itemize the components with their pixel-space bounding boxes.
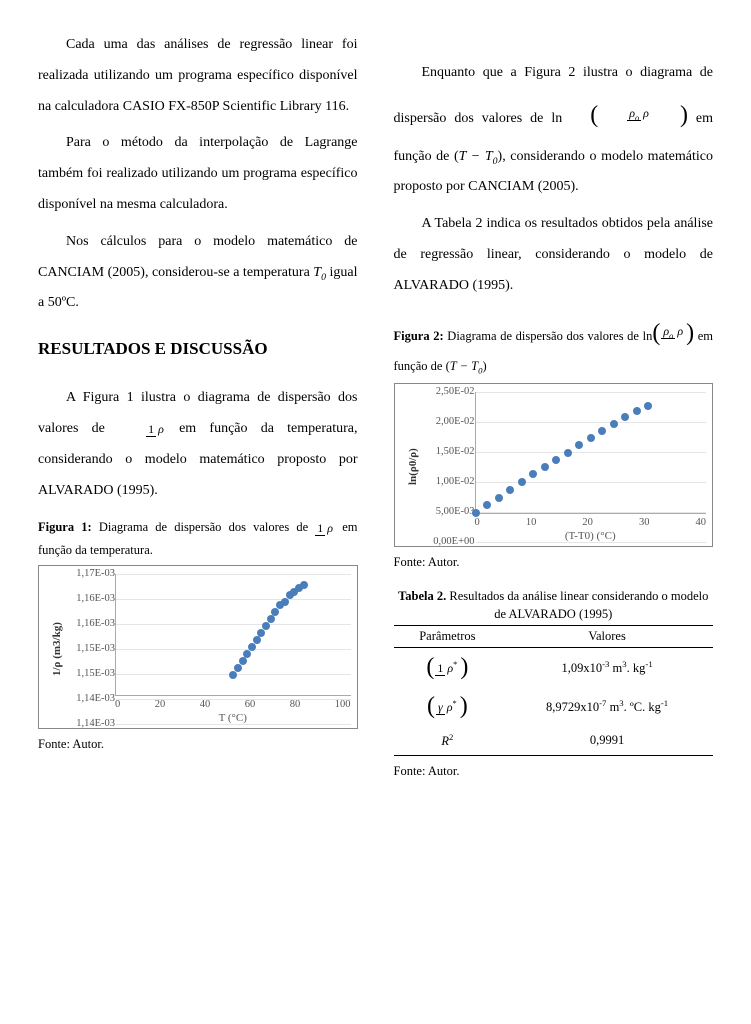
chart1-plot-area xyxy=(115,574,351,696)
chart1-source: Fonte: Autor. xyxy=(38,737,358,752)
chart1: 1/ρ (m3/kg) 1,17E-031,16E-031,16E-031,15… xyxy=(49,574,351,724)
math-1-over-rho: 1ρ xyxy=(315,522,335,534)
math-1-over-rho: 1ρ xyxy=(118,423,166,435)
para-lagrange: Para o método da interpolação de Lagrang… xyxy=(38,128,358,220)
table2-text: Resultados da análise linear considerand… xyxy=(446,589,708,621)
left-column: Cada uma das análises de regressão linea… xyxy=(38,30,358,779)
fig1-label: Figura 1: xyxy=(38,520,92,534)
table-row: R2 0,9991 xyxy=(394,726,714,756)
math-t-t0: T − T0 xyxy=(459,149,498,164)
fig2-label: Figura 2: xyxy=(394,329,444,343)
right-column: Enquanto que a Figura 2 ilustra o diagra… xyxy=(394,30,714,779)
math-ln-rho0-rho: ρoρ xyxy=(562,89,688,142)
chart2-box: ln(ρ0/ρ) 2,50E-022,00E-021,50E-021,00E-0… xyxy=(394,383,714,547)
table2-label: Tabela 2. xyxy=(398,589,446,603)
figure2-caption: Figura 2: Diagrama de dispersão dos valo… xyxy=(394,312,714,379)
para-regression: Cada uma das análises de regressão linea… xyxy=(38,30,358,122)
cell-param-1-rho: 1ρ* xyxy=(394,648,502,688)
para-canciam-temp: Nos cálculos para o modelo matemático de… xyxy=(38,227,358,319)
chart2-ylabel: ln(ρ0/ρ) xyxy=(405,392,419,542)
cell-val-2: 8,9729x10-7 m3. ºC. kg-1 xyxy=(501,687,713,726)
table2-caption: Tabela 2. Resultados da análise linear c… xyxy=(394,588,714,623)
table-row: γρ* 8,9729x10-7 m3. ºC. kg-1 xyxy=(394,687,714,726)
chart2-xticks: 010203040 xyxy=(475,517,707,528)
section-title-resultados: RESULTADOS E DISCUSSÃO xyxy=(38,339,358,359)
chart2-source: Fonte: Autor. xyxy=(394,555,714,570)
chart2-xlabel: (T-T0) (°C) xyxy=(475,530,707,542)
math-t-t0: T − T0 xyxy=(450,359,483,373)
th-valores: Valores xyxy=(501,626,713,648)
cell-param-r2: R2 xyxy=(394,726,502,756)
para-figura1-intro: A Figura 1 ilustra o diagrama de dispers… xyxy=(38,383,358,506)
cell-val-1: 1,09x10-3 m3. kg-1 xyxy=(501,648,713,688)
table-row: 1ρ* 1,09x10-3 m3. kg-1 xyxy=(394,648,714,688)
chart1-yticks: 1,17E-031,16E-031,16E-031,15E-031,15E-03… xyxy=(63,574,115,724)
figure1-caption: Figura 1: Diagrama de dispersão dos valo… xyxy=(38,516,358,561)
two-column-layout: Cada uma das análises de regressão linea… xyxy=(38,30,713,779)
para-tabela2-intro: A Tabela 2 indica os resultados obtidos … xyxy=(394,209,714,301)
table-header-row: Parâmetros Valores xyxy=(394,626,714,648)
cell-param-gamma-rho: γρ* xyxy=(394,687,502,726)
chart2-yticks: 2,50E-022,00E-021,50E-021,00E-025,00E-03… xyxy=(419,392,475,542)
table2-source: Fonte: Autor. xyxy=(394,764,714,779)
chart1-box: 1/ρ (m3/kg) 1,17E-031,16E-031,16E-031,15… xyxy=(38,565,358,729)
para-figura2-intro: Enquanto que a Figura 2 ilustra o diagra… xyxy=(394,58,714,203)
fig2-text-a: Diagrama de dispersão dos valores de xyxy=(444,329,643,343)
chart1-xticks: 020406080100 xyxy=(115,699,351,710)
math-ln-rho0-rho: ρoρ xyxy=(652,312,694,355)
chart2: ln(ρ0/ρ) 2,50E-022,00E-021,50E-021,00E-0… xyxy=(405,392,707,542)
cell-val-3: 0,9991 xyxy=(501,726,713,756)
math-t0: T0 xyxy=(313,265,326,280)
chart1-xlabel: T (°C) xyxy=(115,712,351,724)
th-parametros: Parâmetros xyxy=(394,626,502,648)
table2: Parâmetros Valores 1ρ* 1,09x10-3 m3. kg-… xyxy=(394,625,714,756)
chart1-ylabel: 1/ρ (m3/kg) xyxy=(49,574,63,724)
chart2-plot-area xyxy=(475,392,707,514)
fig1-text-a: Diagrama de dispersão dos valores de xyxy=(92,520,316,534)
text: Nos cálculos para o modelo matemático de… xyxy=(38,234,358,280)
